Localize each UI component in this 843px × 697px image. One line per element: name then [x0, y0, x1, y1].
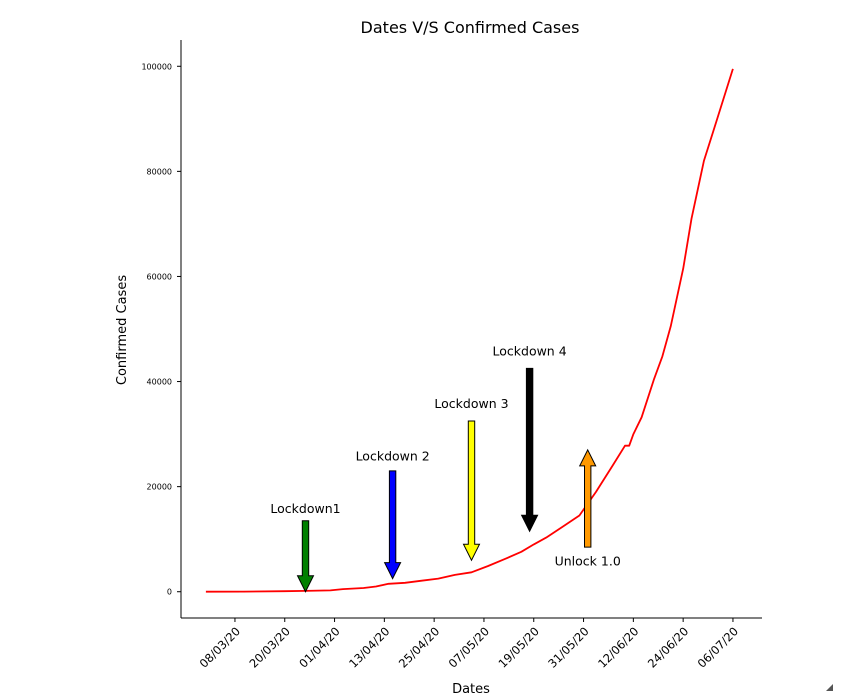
annotation-arrow — [296, 520, 315, 593]
y-tick-label: 60000 — [147, 272, 172, 281]
x-tick-label: 13/04/20 — [346, 624, 392, 670]
x-tick-label: 20/03/20 — [246, 624, 292, 670]
x-tick-label: 19/05/20 — [495, 624, 541, 670]
chart-title: Dates V/S Confirmed Cases — [361, 18, 580, 37]
y-tick-label: 100000 — [141, 62, 172, 71]
x-tick-label: 08/03/20 — [197, 624, 243, 670]
confirmed-cases-line — [205, 68, 734, 593]
annotations: Lockdown1 Lockdown 2 Lockdown 3 Lockdown 4 U… — [270, 343, 621, 593]
x-tick-label: 12/06/20 — [595, 624, 641, 670]
annotation-arrow — [383, 470, 402, 580]
annotation-label: Unlock 1.0 — [555, 553, 621, 568]
annotation-arrow — [462, 420, 481, 562]
annotation-label: Lockdown 3 — [434, 396, 508, 411]
x-tick-label: 25/04/20 — [396, 624, 442, 670]
y-tick-label: 0 — [167, 588, 172, 597]
annotation-arrow — [578, 448, 597, 548]
annotation-label: Lockdown 2 — [356, 448, 430, 463]
x-tick-label: 31/05/20 — [545, 624, 591, 670]
y-tick-label: 80000 — [147, 167, 172, 176]
annotation-label: Lockdown 4 — [493, 343, 567, 358]
x-ticks: 08/03/20 20/03/20 01/04/20 13/04/20 25/04/20… — [197, 618, 741, 671]
annotation-label: Lockdown1 — [270, 501, 340, 516]
annotation-arrow — [520, 367, 539, 533]
x-tick-label: 01/04/20 — [296, 624, 342, 670]
x-tick-label: 06/07/20 — [695, 624, 741, 670]
y-ticks: 0 20000 40000 60000 80000 100000 — [141, 62, 181, 597]
y-tick-label: 20000 — [147, 483, 172, 492]
y-axis-label: Confirmed Cases — [115, 275, 130, 385]
x-axis-label: Dates — [452, 682, 490, 697]
x-tick-label: 07/05/20 — [446, 624, 492, 670]
y-tick-label: 40000 — [147, 378, 172, 387]
resize-grip-icon[interactable] — [826, 684, 833, 691]
x-tick-label: 24/06/20 — [645, 624, 691, 670]
